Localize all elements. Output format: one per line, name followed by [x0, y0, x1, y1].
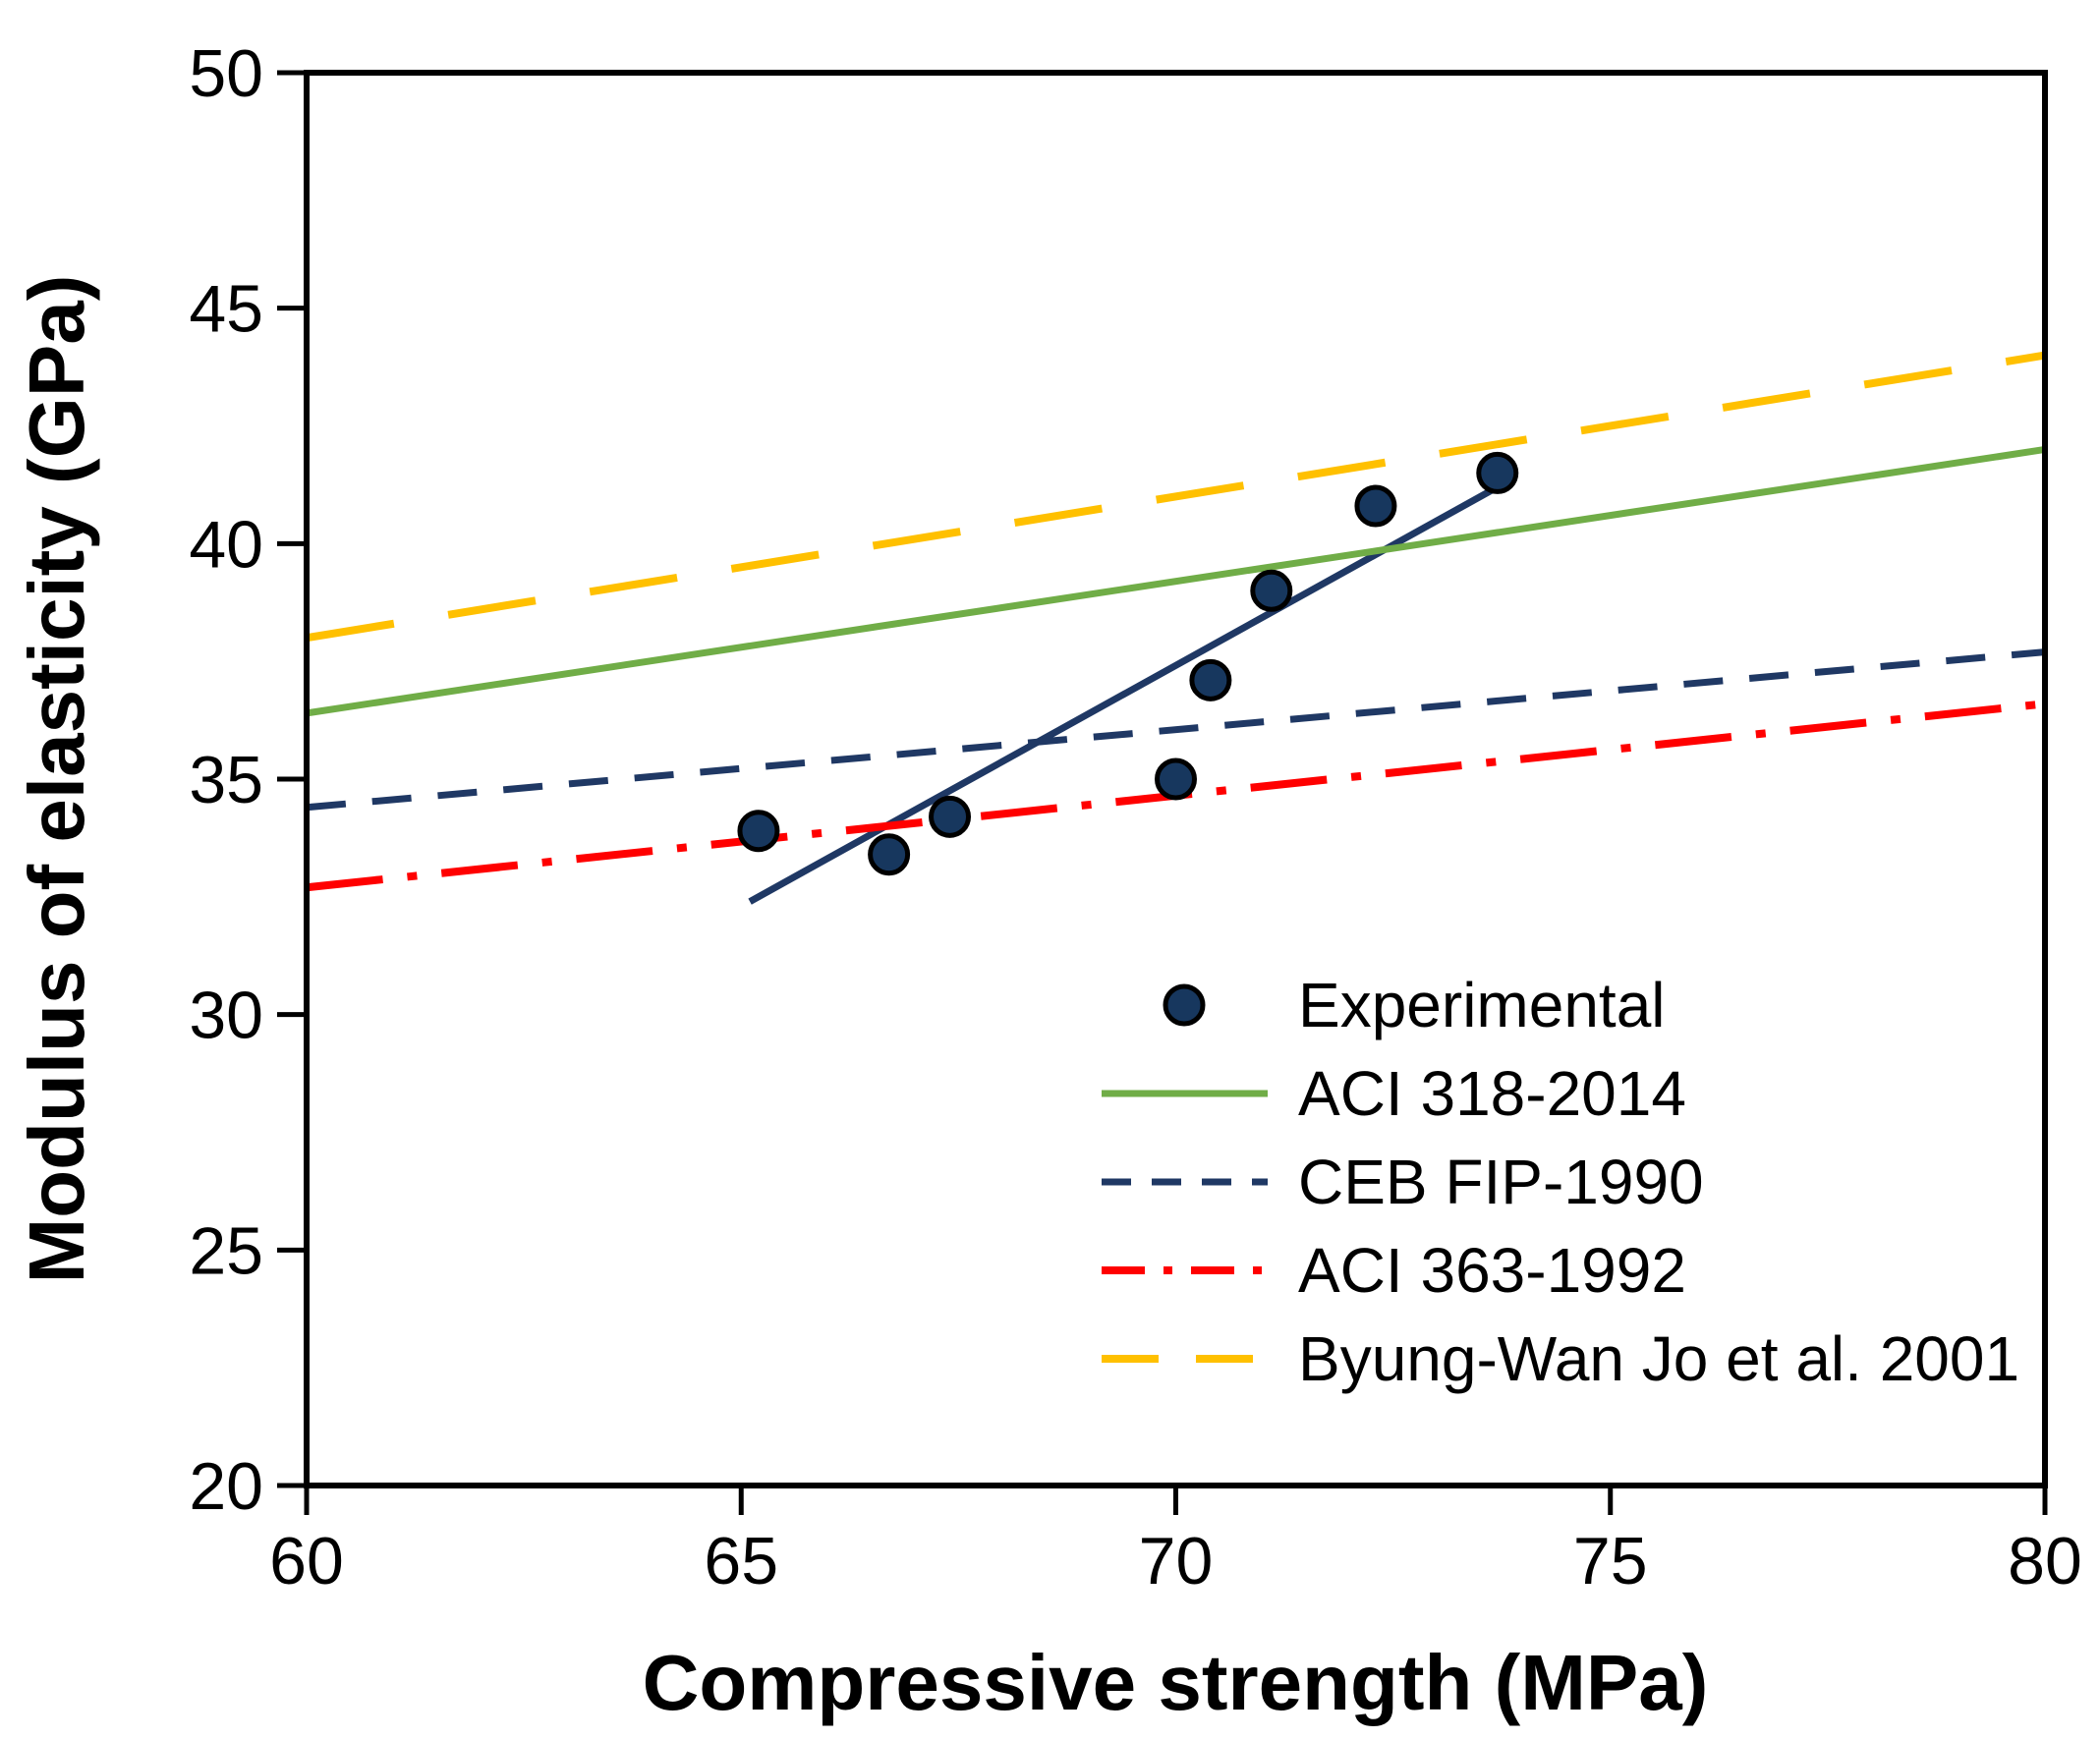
x-tick-label: 60: [269, 1524, 344, 1599]
data-point-experimental: [1189, 658, 1232, 701]
y-tick-label: 30: [189, 979, 263, 1053]
legend-label: Byung-Wan Jo et al. 2001: [1298, 1323, 2020, 1394]
x-axis-title: Compressive strength (MPa): [643, 1639, 1709, 1726]
y-tick-label: 50: [189, 36, 263, 111]
legend-label: ACI 318-2014: [1298, 1058, 1686, 1129]
y-tick-label: 45: [189, 272, 263, 347]
y-tick-label: 25: [189, 1213, 263, 1288]
legend-swatch-experimental: [1163, 983, 1206, 1027]
legend: Experimental ACI 318-2014 CEB FIP-1990 ACI …: [1099, 961, 2019, 1403]
legend-item-byung-wan-jo-et-al-2001: Byung-Wan Jo et al. 2001: [1099, 1315, 2019, 1403]
legend-marker-icon: [1163, 983, 1206, 1027]
data-point-experimental: [929, 795, 972, 838]
legend-item-aci-363-1992: ACI 363-1992: [1099, 1226, 2019, 1315]
series-line-experimental-trend-line: [748, 483, 1500, 905]
legend-label: ACI 363-1992: [1298, 1235, 1686, 1306]
plot-border: [304, 70, 2048, 1488]
data-point-experimental: [1250, 569, 1293, 612]
legend-swatch-byung-wan-jo-et-al-2001: [1102, 1355, 1268, 1363]
series-line-aci-318-2014: [306, 446, 2046, 717]
x-tick-label: 75: [1573, 1524, 1648, 1599]
y-tick-label: 35: [189, 743, 263, 817]
series-line-ceb-fip-1990: [306, 648, 2046, 812]
legend-swatch-aci-318-2014: [1102, 1090, 1268, 1097]
data-point-experimental: [868, 833, 911, 876]
axes-layer: 60 65 70 75 80 20 25 30 35 40 45 50: [189, 36, 2081, 1599]
y-tick-label: 40: [189, 507, 263, 582]
legend-swatch-aci-363-1992: [1102, 1266, 1268, 1274]
x-tick-label: 80: [2008, 1524, 2082, 1599]
y-axis-title: Modulus of elasticity (GPa): [13, 275, 100, 1284]
data-point-experimental: [1476, 451, 1519, 494]
x-tick-label: 65: [704, 1524, 778, 1599]
series-line-byung-wan-jo-et-al-2001: [306, 351, 2046, 643]
data-point-experimental: [1354, 484, 1397, 528]
legend-item-aci-318-2014: ACI 318-2014: [1099, 1049, 2019, 1138]
data-point-experimental: [737, 810, 780, 853]
legend-label: Experimental: [1298, 970, 1666, 1040]
legend-swatch-ceb-fip-1990: [1102, 1178, 1268, 1186]
x-tick-label: 70: [1139, 1524, 1214, 1599]
series-layer: [306, 351, 2046, 905]
legend-label: CEB FIP-1990: [1298, 1147, 1704, 1217]
data-point-experimental: [1155, 757, 1197, 801]
legend-item-ceb-fip-1990: CEB FIP-1990: [1099, 1138, 2019, 1226]
y-tick-label: 20: [189, 1449, 263, 1524]
legend-item-experimental: Experimental: [1099, 961, 2019, 1049]
